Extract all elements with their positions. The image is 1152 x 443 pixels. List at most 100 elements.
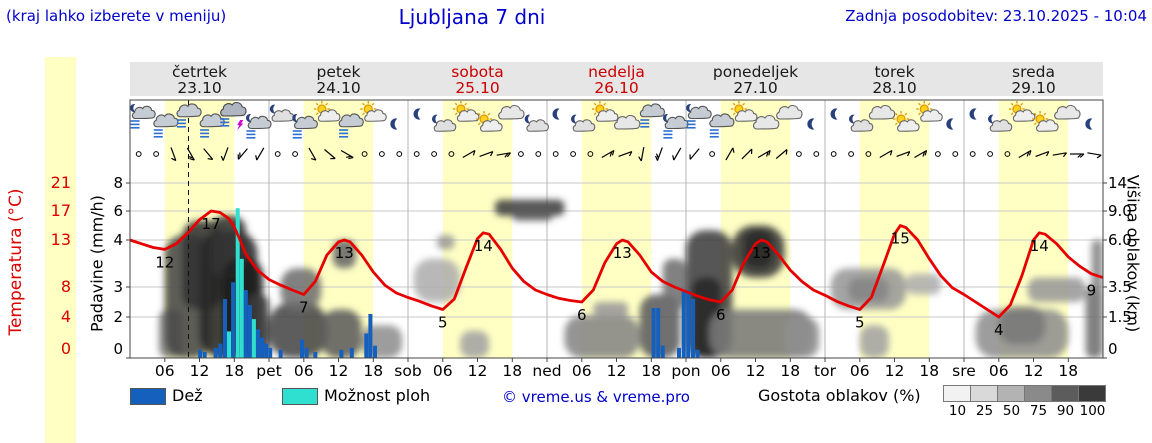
svg-text:06: 06 (711, 362, 731, 380)
svg-text:ponedeljek: ponedeljek (713, 63, 798, 81)
svg-text:nedelja: nedelja (588, 63, 645, 81)
svg-text:24.10: 24.10 (316, 79, 360, 97)
rain-legend-label: Dež (172, 386, 203, 405)
density-cell: 100 (1078, 385, 1106, 419)
svg-text:pon: pon (671, 362, 700, 380)
svg-text:9: 9 (1087, 282, 1097, 300)
svg-text:06: 06 (850, 362, 870, 380)
svg-text:tor: tor (814, 362, 837, 380)
density-value: 25 (975, 403, 994, 419)
svg-text:sreda: sreda (1012, 63, 1055, 81)
density-value: 100 (1079, 403, 1106, 419)
left-yellow-strip (45, 57, 76, 443)
svg-text:0: 0 (113, 340, 123, 358)
svg-text:4: 4 (994, 321, 1004, 339)
svg-text:06: 06 (294, 362, 314, 380)
svg-text:8: 8 (61, 277, 71, 296)
svg-text:21: 21 (51, 173, 71, 192)
density-cell: 50 (997, 385, 1025, 419)
svg-text:06: 06 (989, 362, 1009, 380)
density-cell: 25 (970, 385, 998, 419)
svg-text:8: 8 (113, 174, 123, 192)
svg-text:12: 12 (607, 362, 627, 380)
density-swatch (997, 385, 1025, 402)
svg-text:12: 12 (190, 362, 210, 380)
svg-text:13: 13 (51, 230, 71, 249)
svg-text:14: 14 (1108, 174, 1127, 192)
density-swatch (1078, 385, 1106, 402)
svg-text:6: 6 (113, 202, 123, 220)
menu-hint: (kraj lahko izberete v meniju) (6, 7, 227, 25)
svg-text:petek: petek (317, 63, 361, 81)
precip-bars (198, 208, 700, 358)
svg-text:18: 18 (780, 362, 800, 380)
shower-legend-swatch (282, 388, 318, 405)
svg-text:15: 15 (891, 230, 910, 248)
density-value: 50 (1002, 403, 1021, 419)
time-axis-labels: 06 12 18 pet 06 12 18 sob 06 12 18 ned 06 12 18 pon 06 12… (155, 358, 1078, 380)
svg-text:5: 5 (438, 314, 448, 332)
svg-text:28.10: 28.10 (872, 79, 916, 97)
svg-text:6: 6 (577, 306, 587, 324)
copyright-link[interactable]: © vreme.us & vreme.pro (502, 388, 690, 406)
rain-legend-swatch (130, 388, 166, 405)
density-swatch (1051, 385, 1079, 402)
svg-text:2: 2 (113, 308, 123, 326)
svg-text:0: 0 (61, 339, 71, 358)
svg-text:3: 3 (113, 278, 123, 296)
density-swatch (943, 385, 971, 402)
svg-text:27.10: 27.10 (733, 79, 777, 97)
svg-text:0: 0 (1108, 340, 1118, 358)
svg-text:4: 4 (113, 231, 123, 249)
svg-text:29.10: 29.10 (1011, 79, 1055, 97)
precipitation-axis-label: Padavine (mm/h) (87, 195, 107, 332)
temperature-axis-label: Temperatura (°C) (6, 188, 26, 336)
svg-text:23.10: 23.10 (177, 79, 221, 97)
cloud-layers (159, 199, 1103, 358)
svg-text:7: 7 (299, 299, 309, 317)
temperature-value-labels: 12 17 7 13 5 14 6 13 6 13 5 15 4 14 9 (155, 215, 1096, 339)
axis-tick-marks (126, 182, 1107, 359)
svg-text:18: 18 (363, 362, 383, 380)
svg-text:25.10: 25.10 (455, 79, 499, 97)
svg-text:18: 18 (1058, 362, 1078, 380)
svg-text:12: 12 (746, 362, 766, 380)
density-value: 90 (1056, 403, 1075, 419)
density-swatch (970, 385, 998, 402)
precipitation-axis-ticks: 8 6 4 3 2 0 (113, 174, 123, 358)
cloud-height-axis-label: Višina oblakov (km) (1123, 174, 1143, 333)
svg-text:12: 12 (1024, 362, 1044, 380)
svg-text:13: 13 (613, 244, 632, 262)
density-cell: 75 (1024, 385, 1052, 419)
svg-text:18: 18 (224, 362, 244, 380)
svg-text:17: 17 (51, 201, 71, 220)
svg-text:12: 12 (329, 362, 349, 380)
density-swatch (1024, 385, 1052, 402)
svg-text:17: 17 (202, 215, 221, 233)
svg-text:14: 14 (1030, 237, 1049, 255)
svg-text:sobota: sobota (451, 63, 503, 81)
svg-text:18: 18 (641, 362, 661, 380)
density-cell: 10 (943, 385, 971, 419)
svg-text:4: 4 (61, 307, 71, 326)
wind-barbs (135, 146, 1102, 162)
cloud-height-axis-ticks: 14 9.0 6.0 3.5 1.5 0 (1108, 174, 1132, 358)
temperature-axis-ticks: 21 17 13 8 4 0 (51, 173, 71, 358)
svg-text:ned: ned (532, 362, 561, 380)
svg-text:12: 12 (468, 362, 488, 380)
svg-text:3.5: 3.5 (1108, 278, 1132, 296)
svg-text:torek: torek (874, 63, 914, 81)
density-value: 75 (1029, 403, 1048, 419)
svg-text:18: 18 (919, 362, 939, 380)
svg-text:13: 13 (335, 244, 354, 262)
svg-text:12: 12 (885, 362, 905, 380)
svg-text:6.0: 6.0 (1108, 231, 1132, 249)
cloud-density-legend-label: Gostota oblakov (%) (758, 386, 921, 405)
svg-text:06: 06 (433, 362, 453, 380)
svg-text:06: 06 (155, 362, 175, 380)
svg-text:18: 18 (502, 362, 522, 380)
svg-text:06: 06 (572, 362, 592, 380)
svg-text:5: 5 (855, 314, 865, 332)
